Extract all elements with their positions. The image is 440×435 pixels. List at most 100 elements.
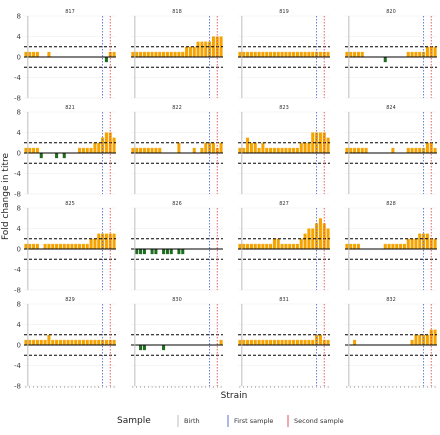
- panel-820: 820: [345, 9, 437, 99]
- bar: [51, 339, 55, 345]
- bar: [139, 249, 143, 255]
- bar: [414, 51, 418, 57]
- panel-830: 830: [131, 297, 223, 388]
- bar: [28, 51, 32, 57]
- bar: [58, 339, 62, 345]
- panel-title: 823: [279, 105, 289, 111]
- bar: [55, 243, 59, 249]
- bar: [177, 51, 181, 57]
- bar: [35, 51, 39, 57]
- bar: [112, 233, 116, 249]
- bar: [356, 51, 360, 57]
- panel-title: 818: [172, 9, 182, 15]
- bar: [364, 147, 368, 153]
- bar: [292, 147, 296, 153]
- bar: [139, 147, 143, 153]
- panel-title: 826: [172, 201, 182, 207]
- bar: [433, 46, 437, 57]
- bar: [200, 41, 204, 57]
- bar: [307, 51, 311, 57]
- bar: [292, 243, 296, 249]
- bar: [425, 46, 429, 57]
- panel-829: 829 -8 -4 0 4 8: [14, 297, 116, 391]
- bar: [269, 51, 273, 57]
- y-axis-label: Fold change in titre: [1, 153, 11, 241]
- bar: [299, 339, 303, 345]
- bar: [295, 51, 299, 57]
- bar: [150, 51, 154, 57]
- bar: [261, 339, 265, 345]
- bar: [85, 243, 89, 249]
- bar: [249, 243, 253, 249]
- bar: [139, 51, 143, 57]
- bar: [43, 339, 47, 345]
- y-tick-label: 4: [17, 129, 22, 137]
- panel-title: 830: [172, 297, 182, 303]
- panel-title: 832: [386, 297, 396, 303]
- y-tick-label: -4: [14, 74, 22, 82]
- bar: [284, 147, 288, 153]
- bar: [311, 228, 315, 249]
- bar: [85, 339, 89, 345]
- bar: [249, 142, 253, 153]
- y-tick-label: -8: [14, 191, 21, 199]
- bar: [215, 147, 219, 153]
- bar: [246, 137, 250, 153]
- bar: [74, 339, 78, 345]
- bar: [303, 142, 307, 153]
- bar: [284, 51, 288, 57]
- bar: [315, 334, 319, 345]
- bar: [192, 46, 196, 57]
- bar: [295, 243, 299, 249]
- bar: [345, 147, 349, 153]
- bar: [78, 339, 82, 345]
- bar: [429, 142, 433, 153]
- legend-label: Second sample: [294, 417, 344, 425]
- bar: [177, 142, 181, 153]
- bar: [81, 243, 85, 249]
- bar: [269, 243, 273, 249]
- y-tick-label: -8: [14, 287, 21, 295]
- bar: [55, 339, 59, 345]
- panel-title: 820: [386, 9, 396, 15]
- bar: [349, 147, 353, 153]
- bar: [35, 339, 39, 345]
- bar: [78, 243, 82, 249]
- legend: Sample Birth First sample Second sample: [117, 415, 344, 427]
- bar: [112, 137, 116, 153]
- bar: [284, 243, 288, 249]
- bar: [24, 51, 28, 57]
- bar: [135, 249, 139, 255]
- panel-title: 821: [65, 105, 75, 111]
- bar: [32, 147, 36, 153]
- bar: [169, 249, 173, 255]
- bar: [360, 147, 364, 153]
- legend-entry: Second sample: [287, 415, 344, 427]
- bar: [410, 238, 414, 249]
- bar: [192, 147, 196, 153]
- panel-819: 819: [238, 9, 330, 99]
- bar: [269, 339, 273, 345]
- bar: [32, 243, 36, 249]
- bar: [43, 243, 47, 249]
- bar: [425, 334, 429, 345]
- bar: [276, 238, 280, 249]
- panel-818: 818: [131, 9, 223, 99]
- bar: [311, 339, 315, 345]
- legend-entry: Birth: [177, 415, 200, 427]
- bar: [24, 339, 28, 345]
- bar: [154, 51, 158, 57]
- bar: [246, 339, 250, 345]
- bar: [238, 243, 242, 249]
- bar: [402, 243, 406, 249]
- bar: [104, 339, 108, 345]
- y-tick-label: -4: [14, 266, 22, 274]
- panel-824: 824: [345, 105, 437, 195]
- bar: [246, 243, 250, 249]
- bar: [292, 339, 296, 345]
- bar: [150, 249, 154, 255]
- panel-832: 832: [345, 297, 437, 388]
- bar: [387, 243, 391, 249]
